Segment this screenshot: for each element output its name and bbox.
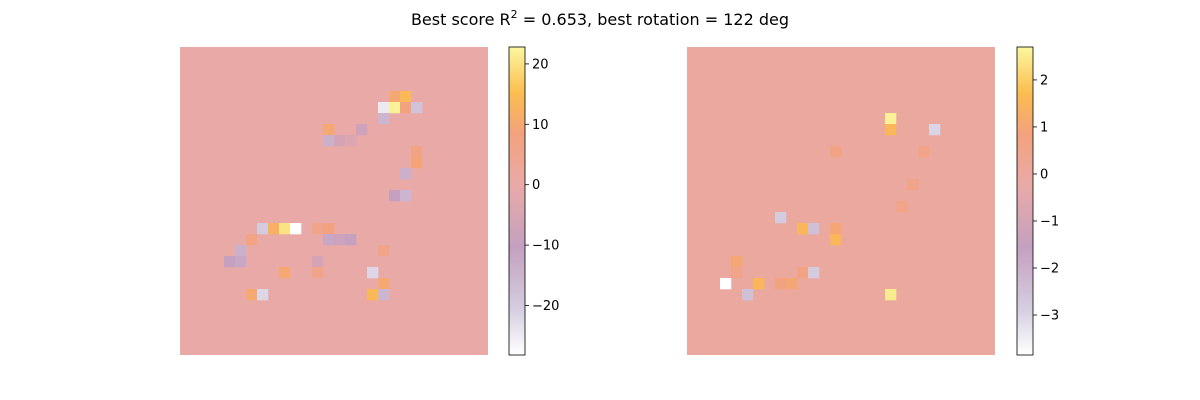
- colorbar-tick-label: −10: [532, 239, 559, 254]
- heatmap-cell: [345, 135, 356, 146]
- heatmap-cell: [808, 267, 819, 278]
- heatmap-cell: [411, 157, 422, 168]
- heatmap-cell: [400, 168, 411, 179]
- heatmap-cell: [312, 223, 323, 234]
- heatmap-cell: [830, 234, 841, 245]
- colorbar-tick-label: 2: [1040, 73, 1048, 88]
- heatmap-cell: [312, 256, 323, 267]
- heatmap-cell: [224, 256, 235, 267]
- heatmap-cell: [400, 190, 411, 201]
- title-superscript: 2: [511, 8, 518, 21]
- colorbar-tick-label: 20: [532, 57, 549, 72]
- heatmap-cell: [797, 267, 808, 278]
- figure-title: Best score R2 = 0.653, best rotation = 1…: [411, 8, 789, 29]
- colorbar-tick-label: −3: [1040, 309, 1059, 324]
- heatmap-cell: [323, 234, 334, 245]
- heatmap-cell: [786, 278, 797, 289]
- heatmap-cell: [753, 278, 764, 289]
- heatmap-cell: [257, 289, 268, 300]
- heatmap-cell: [323, 135, 334, 146]
- heatmap-cell: [808, 223, 819, 234]
- heatmap-cell: [797, 223, 808, 234]
- heatmap-cell: [731, 267, 742, 278]
- heatmap-cell: [411, 146, 422, 157]
- heatmap-cell: [378, 245, 389, 256]
- heatmap-cell: [885, 124, 896, 135]
- heatmap-cell: [400, 91, 411, 102]
- heatmap-cell: [378, 278, 389, 289]
- heatmap-cell: [378, 102, 389, 113]
- heatmap-cell: [323, 223, 334, 234]
- heatmap-cell: [885, 289, 896, 300]
- colorbar-tick-label: 0: [1040, 167, 1048, 182]
- heatmap-cell: [389, 102, 400, 113]
- colorbar: [1017, 47, 1033, 355]
- heatmap-cell: [367, 267, 378, 278]
- colorbar-tick-label: −1: [1040, 214, 1059, 229]
- heatmap-cell: [830, 223, 841, 234]
- left-heatmap-panel: −20 −10 0 10 20: [180, 47, 559, 355]
- heatmap-cell: [378, 113, 389, 124]
- heatmap-cell: [400, 102, 411, 113]
- heatmap-cell: [378, 289, 389, 300]
- heatmap-cell: [257, 223, 268, 234]
- heatmap-cell: [830, 146, 841, 157]
- heatmap-cell: [731, 256, 742, 267]
- heatmap-cell: [389, 91, 400, 102]
- colorbar-tick-label: 1: [1040, 120, 1048, 135]
- heatmap-cell: [268, 223, 279, 234]
- colorbar-tick-label: −20: [532, 299, 559, 314]
- heatmap-cell: [918, 146, 929, 157]
- heatmap-cell: [246, 289, 257, 300]
- heatmap-cell: [290, 223, 301, 234]
- heatmap-cell: [389, 190, 400, 201]
- heatmap-cell: [345, 234, 356, 245]
- colorbar-tick-label: −2: [1040, 262, 1059, 277]
- colorbar-tick-label: 10: [532, 118, 549, 133]
- heatmap-cell: [775, 278, 786, 289]
- heatmap-cell: [279, 223, 290, 234]
- heatmap-cell: [720, 278, 731, 289]
- heatmap-cell: [885, 113, 896, 124]
- heatmap-cell: [279, 267, 290, 278]
- heatmap-cell: [235, 245, 246, 256]
- heatmap-cell: [312, 267, 323, 278]
- heatmap-cell: [235, 256, 246, 267]
- colorbar-tick-label: 0: [532, 178, 540, 193]
- heatmap-cell: [323, 124, 334, 135]
- heatmap-cell: [411, 102, 422, 113]
- heatmap-background: [180, 47, 488, 355]
- right-heatmap-panel: −3 −2 −1 0 1 2: [687, 47, 1059, 355]
- heatmap-cell: [246, 234, 257, 245]
- colorbar: [509, 47, 525, 355]
- heatmap-cell: [334, 234, 345, 245]
- heatmap-cell: [907, 179, 918, 190]
- heatmap-cell: [356, 124, 367, 135]
- heatmap-background: [687, 47, 995, 355]
- heatmap-cell: [742, 289, 753, 300]
- heatmap-cell: [775, 212, 786, 223]
- heatmap-cell: [367, 289, 378, 300]
- heatmap-cell: [929, 124, 940, 135]
- heatmap-cell: [334, 135, 345, 146]
- heatmap-cell: [896, 201, 907, 212]
